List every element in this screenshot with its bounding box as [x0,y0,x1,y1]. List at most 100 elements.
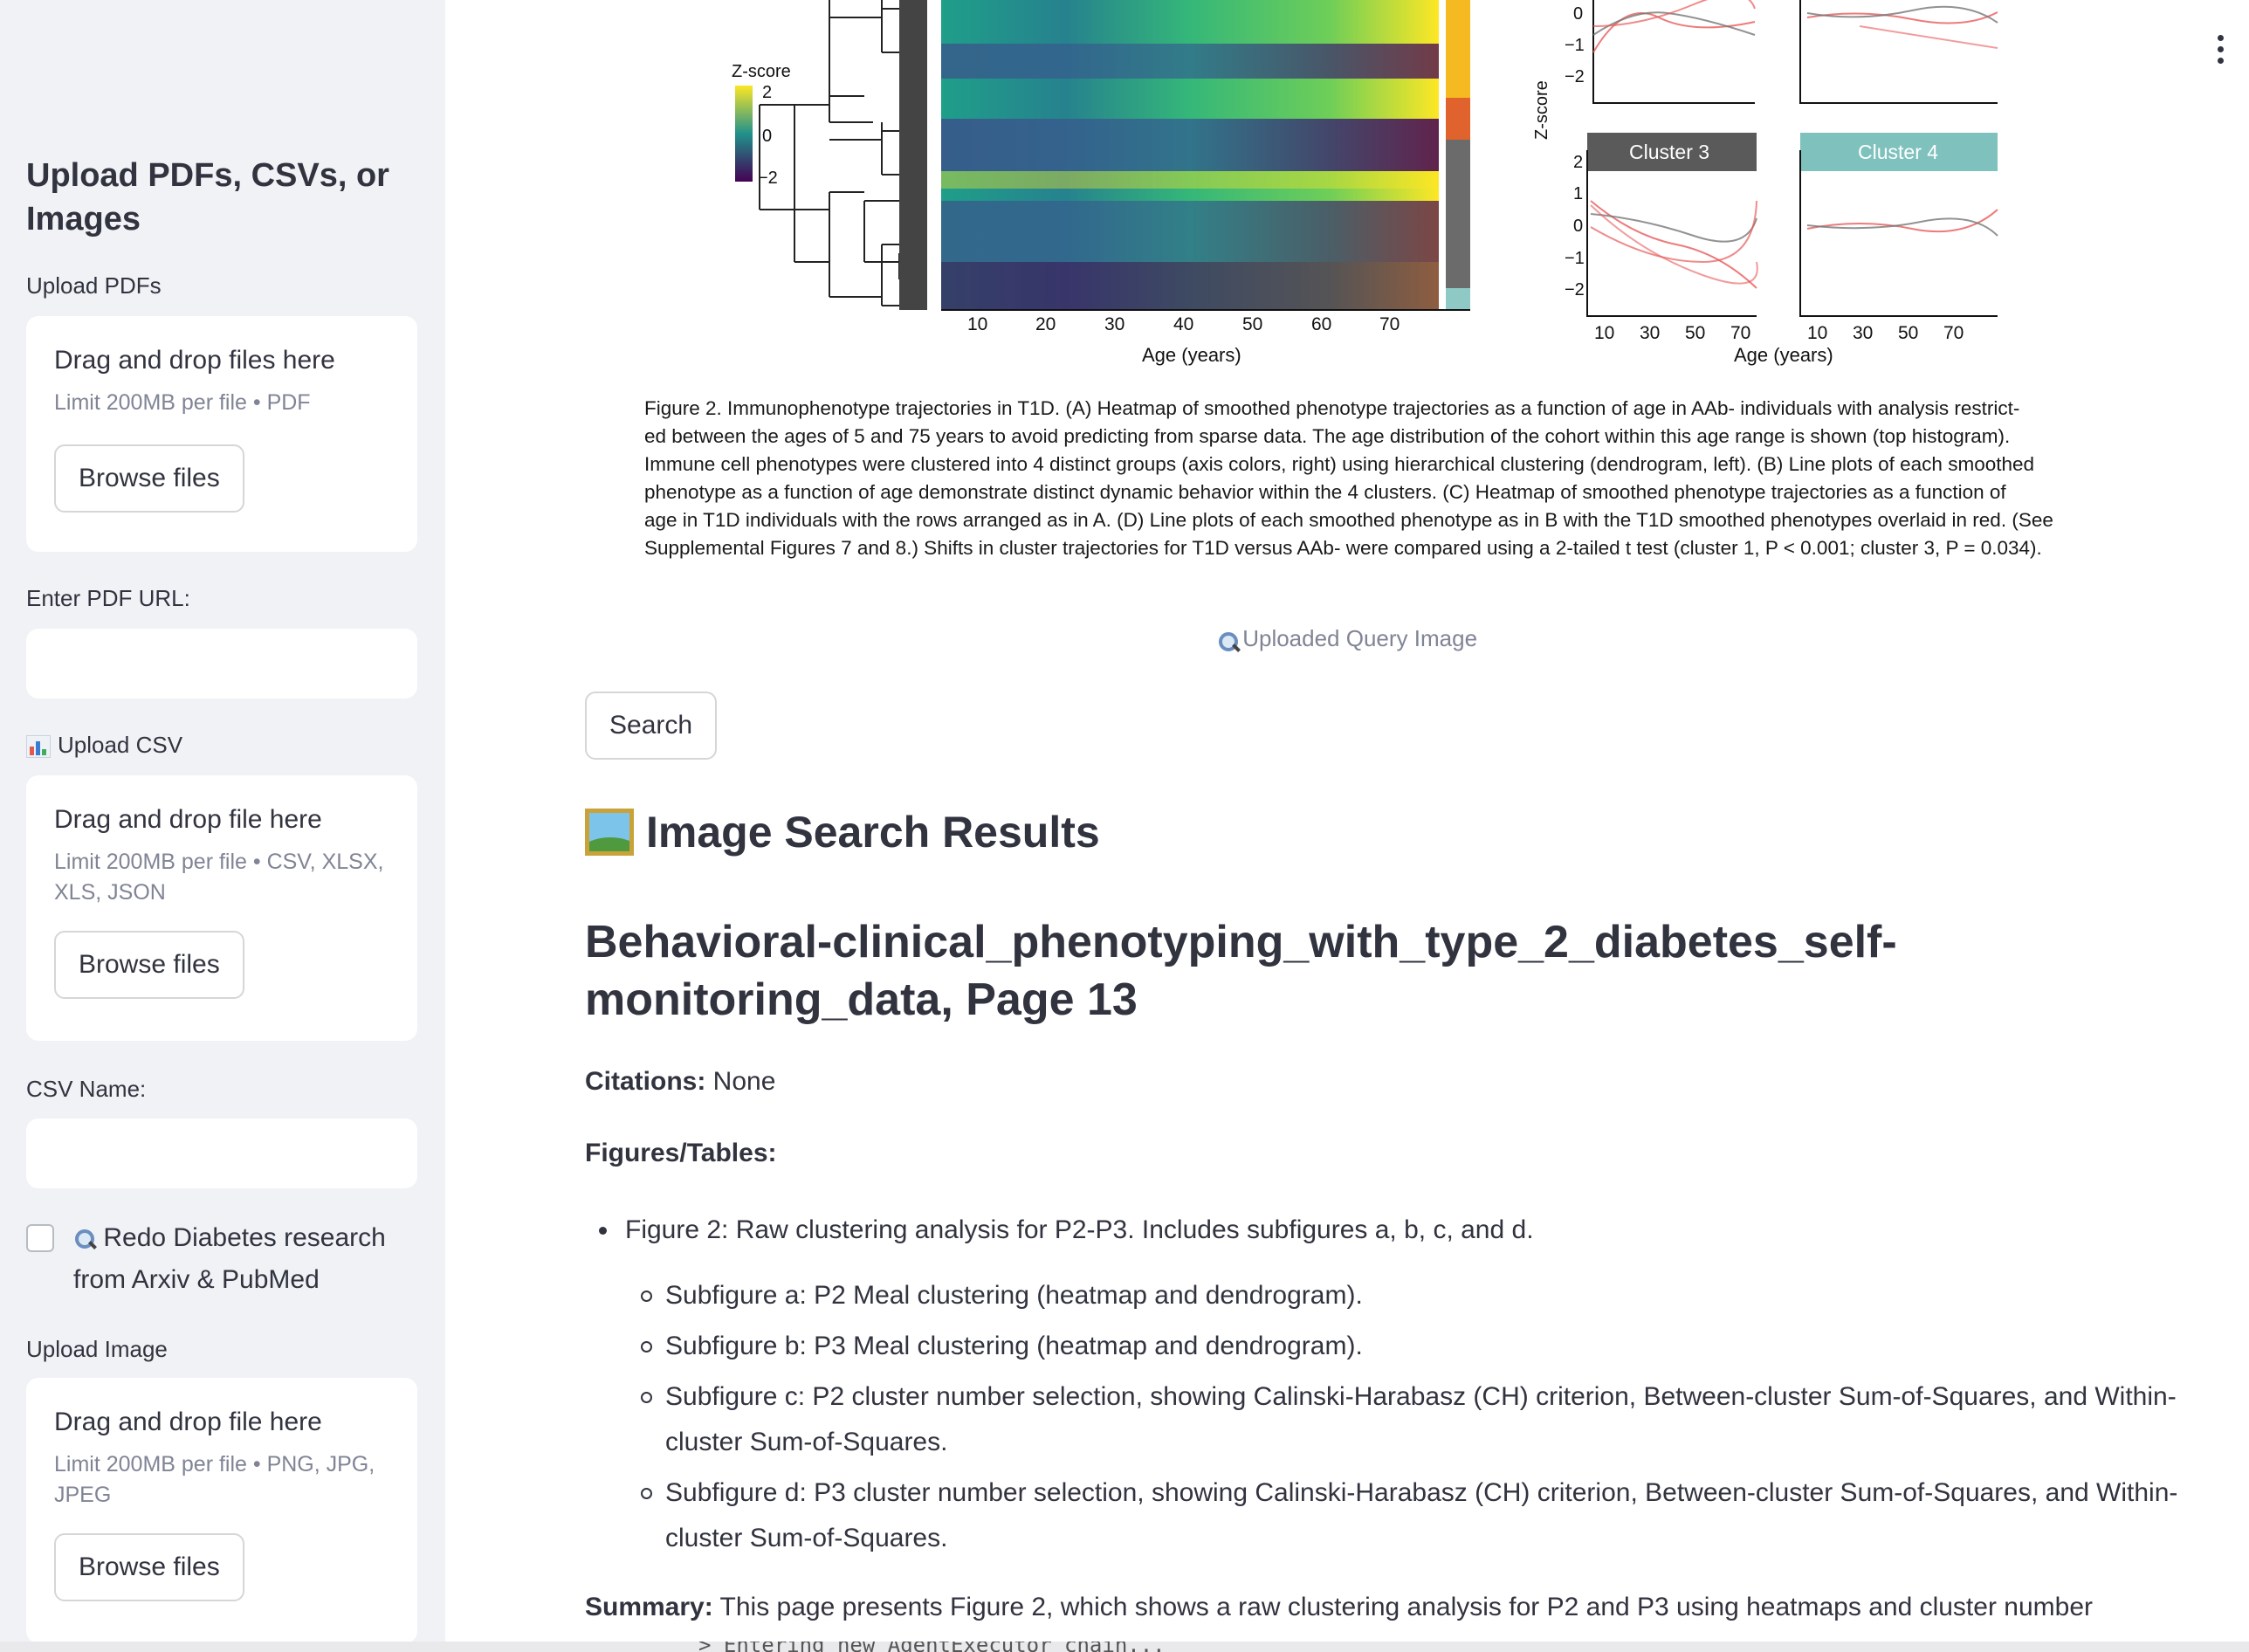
svg-text:10: 10 [1807,323,1827,343]
cluster-3-label: Cluster 3 [1629,141,1709,163]
terminal-strip: > Entering new AgentExecutor chain... [0,1642,2249,1652]
upload-csv-label: Upload CSV [26,732,182,759]
svg-text:−2: −2 [1565,67,1585,86]
pdf-dropzone[interactable]: Drag and drop files here Limit 200MB per… [26,316,417,552]
svg-text:50: 50 [1898,323,1918,343]
svg-text:−1: −1 [1565,36,1585,55]
pdf-url-input[interactable] [26,629,417,699]
svg-text:30: 30 [1853,323,1873,343]
dendrogram [759,0,917,306]
list-item: Subfigure d: P3 cluster number selection… [585,1470,2244,1561]
upload-pdfs-label: Upload PDFs [26,272,162,299]
image-dropzone[interactable]: Drag and drop file here Limit 200MB per … [26,1378,417,1643]
results-heading: Image Search Results [585,807,1100,857]
summary-text: This page presents Figure 2, which shows… [719,1593,2093,1621]
list-item: Subfigure b: P3 Meal clustering (heatmap… [585,1324,2244,1369]
cluster-4-box [1800,133,1998,171]
search-button[interactable]: Search [585,692,718,760]
framed-picture-icon [585,809,634,856]
csv-dropzone[interactable]: Drag and drop file here Limit 200MB per … [26,775,417,1041]
summary-label: Summary: [585,1593,713,1621]
lineplot-bottom-y-ticks: 2 1 0 −1 −2 [1565,153,1585,299]
terminal-output: > Entering new AgentExecutor chain... [698,1642,1746,1652]
more-options-icon[interactable] [2218,35,2226,69]
subfigure-list: Subfigure a: P2 Meal clustering (heatmap… [585,1273,2244,1561]
csv-browse-button[interactable]: Browse files [54,931,244,999]
bar-chart-icon [26,735,51,759]
upload-image-label: Upload Image [26,1336,168,1362]
pdf-dropzone-title: Drag and drop files here [54,346,335,375]
svg-text:10: 10 [1594,323,1614,343]
lineplot-bottom-right [1799,150,1998,317]
lineplot-top-right [1799,0,1998,104]
svg-text:20: 20 [1035,314,1056,334]
csv-name-input[interactable] [26,1119,417,1188]
cluster-4-label: Cluster 4 [1858,141,1938,163]
figures-tables-label-text: Figures/Tables: [585,1139,777,1167]
query-image-caption-text: Uploaded Query Image [1242,625,1478,651]
svg-text:0: 0 [1573,4,1583,24]
lineplot-top-left [1592,0,1756,104]
csv-dropzone-title: Drag and drop file here [54,805,322,834]
result-document-title: Behavioral-clinical_phenotyping_with_typ… [585,917,1897,1025]
zscore-tick-2: 0 [762,127,772,146]
cluster-bar-3 [1446,140,1470,288]
zscore-colorbar [735,86,753,182]
svg-text:1: 1 [1573,184,1583,203]
image-dropzone-title: Drag and drop file here [54,1408,322,1436]
pdf-browse-button[interactable]: Browse files [54,444,244,513]
figures-list: Figure 2: Raw clustering analysis for P2… [585,1208,2244,1566]
pdf-url-label: Enter PDF URL: [26,585,190,611]
magnifier-icon [1217,630,1238,652]
caption-line-2: ed between the ages of 5 and 75 years to… [644,425,2011,447]
sidebar: Upload PDFs, CSVs, or Images Upload PDFs… [0,0,445,1652]
main-content: Z-score 2 0 −2 [445,0,2249,1652]
citations-line: Citations: None [585,1067,775,1097]
redo-research-label: Redo Diabetes research from Arxiv & PubM… [73,1217,417,1301]
caption-line-3: Immune cell phenotypes were clustered in… [644,453,2035,475]
cluster-bar-4 [1446,288,1470,310]
cluster-bar-1 [1446,0,1470,98]
caption-line-6: Supplemental Figures 7 and 8.) Shifts in… [644,537,2042,559]
summary-line: Summary: This page presents Figure 2, wh… [585,1593,2226,1622]
lineplot-bottom-left [1586,150,1758,317]
zscore-tick-3: −2 [758,169,778,188]
query-image-caption: Uploaded Query Image [445,625,2249,652]
svg-text:70: 70 [1379,314,1400,334]
results-heading-text: Image Search Results [646,808,1100,857]
redo-research-checkbox[interactable] [26,1224,54,1252]
figure-graphic: Z-score 2 0 −2 [732,0,1998,366]
list-item: Subfigure a: P2 Meal clustering (heatmap… [585,1273,2244,1318]
caption-line-5: age in T1D individuals with the rows arr… [644,509,2053,531]
caption-line-4: phenotype as a function of age demonstra… [644,481,2006,503]
pdf-dropzone-limit: Limit 200MB per file • PDF [54,390,311,415]
cluster-3-box [1587,133,1757,171]
cluster-bar-2 [1446,98,1470,140]
redo-research-label-text: Redo Diabetes research from Arxiv & PubM… [73,1223,386,1294]
uploaded-query-image: Z-score 2 0 −2 [620,0,2249,367]
svg-text:50: 50 [1242,314,1262,334]
lineplot-x-label: Age (years) [1734,344,1833,366]
svg-text:10: 10 [967,314,987,334]
svg-text:40: 40 [1173,314,1193,334]
zscore-tick-1: 2 [762,83,772,102]
svg-text:30: 30 [1640,323,1660,343]
zscore-legend-title: Z-score [732,62,791,81]
lineplot-y-label: Z-score [1532,80,1551,140]
svg-text:60: 60 [1311,314,1331,334]
heatmap-x-ticks: 10 20 30 40 50 60 70 [967,314,1400,334]
redo-research-checkbox-row[interactable]: Redo Diabetes research from Arxiv & PubM… [26,1217,417,1301]
caption-line-1: Figure 2. Immunophenotype trajectories i… [644,397,2020,419]
csv-name-label: CSV Name: [26,1076,147,1102]
svg-text:70: 70 [1943,323,1964,343]
svg-text:70: 70 [1730,323,1750,343]
svg-text:30: 30 [1104,314,1124,334]
citations-value: None [712,1067,776,1096]
heatmap-x-label: Age (years) [1142,344,1241,366]
image-browse-button[interactable]: Browse files [54,1533,244,1601]
list-item: Subfigure c: P2 cluster number selection… [585,1374,2244,1465]
list-item: Figure 2: Raw clustering analysis for P2… [585,1208,2244,1252]
svg-text:50: 50 [1685,323,1705,343]
image-dropzone-limit: Limit 200MB per file • PNG, JPG, JPEG [54,1452,375,1507]
lineplot-x-ticks: 10 30 50 70 10 30 50 70 [1594,323,1964,343]
